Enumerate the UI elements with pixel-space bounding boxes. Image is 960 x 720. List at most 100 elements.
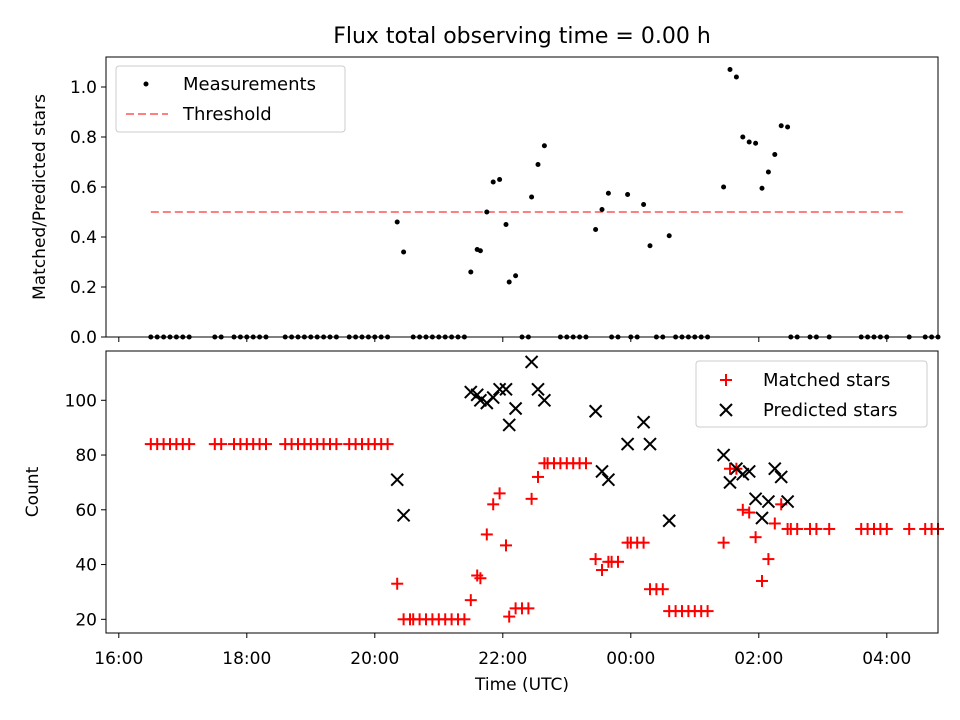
measurement-point	[484, 209, 490, 215]
measurement-point	[625, 192, 631, 197]
predicted-star-point	[761, 494, 776, 509]
top-ytick-label: 0.6	[70, 178, 97, 198]
bottom-ytick-label: 60	[75, 501, 97, 521]
bottom-plot-area	[144, 355, 944, 626]
matched-star-point	[525, 492, 538, 505]
bottom-ytick-label: 80	[75, 446, 97, 466]
predicted-star-point	[662, 514, 676, 528]
measurement-point	[541, 143, 547, 149]
measurement-point	[727, 67, 733, 72]
top-x-axis	[118, 337, 888, 342]
measurement-point	[497, 177, 503, 182]
predicted-star-point	[508, 401, 523, 416]
predicted-star-point	[601, 472, 616, 487]
matched-star-point	[880, 522, 893, 535]
measurement-point	[641, 202, 647, 207]
matched-star-point	[183, 438, 196, 451]
matched-star-point	[768, 517, 781, 530]
predicted-star-point	[636, 415, 651, 429]
measurement-point	[535, 162, 541, 167]
matched-star-point	[464, 594, 477, 607]
top-ytick-label: 1.0	[70, 78, 97, 98]
measurement-point	[490, 179, 496, 185]
matched-star-point	[503, 610, 516, 623]
legend-matched-label: Matched stars	[763, 370, 890, 391]
matched-star-point	[717, 536, 730, 549]
matched-star-point	[762, 553, 775, 566]
matched-star-point	[474, 572, 487, 585]
bottom-legend: Matched stars Predicted stars	[695, 360, 928, 428]
matched-star-point	[532, 470, 544, 483]
predicted-star-point	[748, 492, 763, 506]
measurement-point	[772, 152, 778, 157]
matched-star-point	[458, 613, 471, 626]
measurement-point	[529, 194, 535, 200]
matched-star-point	[381, 438, 394, 451]
predicted-star-point	[774, 470, 788, 484]
measurement-point	[746, 139, 752, 145]
measurement-point	[785, 124, 791, 130]
matched-star-point	[903, 522, 916, 535]
predicted-star-point	[492, 382, 507, 397]
chart-title: Flux total observing time = 0.00 h	[333, 24, 711, 49]
measurement-point	[778, 123, 784, 129]
predicted-star-point	[716, 448, 731, 462]
bottom-xtick-label: 18:00	[222, 649, 271, 669]
predicted-star-point	[780, 494, 795, 509]
predicted-star-point	[643, 437, 657, 451]
predicted-star-point	[537, 393, 552, 407]
bottom-ytick-label: 40	[75, 556, 97, 576]
matched-star-point	[637, 536, 650, 549]
bottom-ytick-label: 20	[75, 610, 97, 630]
bottom-xtick-label: 02:00	[734, 649, 783, 669]
legend-measurements-marker	[143, 81, 149, 87]
bottom-xtick-label: 16:00	[94, 649, 143, 669]
top-ytick-label: 0.4	[70, 228, 97, 248]
matched-star-point	[500, 539, 512, 552]
top-ylabel: Matched/Predicted stars	[30, 94, 50, 300]
top-legend-box	[115, 65, 346, 133]
matched-star-point	[330, 438, 343, 451]
bottom-xtick-label: 00:00	[606, 649, 655, 669]
measurement-point	[599, 207, 605, 212]
top-ytick-label: 0.0	[70, 328, 97, 348]
top-ytick-label: 0.2	[70, 278, 97, 298]
legend-threshold-label: Threshold	[182, 104, 272, 125]
measurement-point	[506, 279, 512, 285]
predicted-star-point	[486, 390, 500, 405]
bottom-y-axis: 20 40 60 80 100	[65, 391, 106, 630]
measurement-point	[753, 140, 759, 146]
matched-star-point	[810, 522, 823, 535]
measurement-point	[503, 222, 509, 227]
measurement-point	[468, 269, 474, 275]
measurement-point	[593, 227, 599, 232]
top-y-axis: 0.0 0.2 0.4 0.6 0.8 1.0	[70, 78, 106, 348]
measurement-point	[733, 74, 739, 80]
matched-star-point	[522, 602, 535, 615]
measurement-point	[605, 190, 611, 196]
measurement-point	[513, 273, 519, 279]
predicted-star-point	[396, 508, 411, 522]
legend-predicted-label: Predicted stars	[763, 400, 897, 421]
top-axes-frame	[105, 56, 939, 338]
matched-star-point	[260, 438, 272, 451]
bottom-ylabel: Count	[23, 466, 43, 517]
measurement-point	[401, 249, 407, 255]
predicted-star-point	[723, 475, 737, 490]
predicted-star-point	[524, 355, 539, 369]
bottom-ytick-label: 100	[65, 391, 97, 411]
top-ytick-label: 0.8	[70, 128, 97, 148]
predicted-star-point	[390, 472, 404, 487]
predicted-star-point	[502, 418, 516, 432]
top-legend: Measurements Threshold	[115, 65, 346, 133]
matched-star-point	[823, 522, 836, 535]
legend-predicted-marker	[719, 403, 733, 417]
matched-star-point	[580, 457, 592, 470]
bottom-axes-frame	[105, 350, 939, 634]
matched-star-point	[612, 555, 624, 568]
measurement-point	[765, 169, 771, 175]
legend-matched-marker	[720, 374, 732, 386]
bottom-legend-box	[695, 360, 928, 428]
measurement-point	[394, 219, 400, 225]
